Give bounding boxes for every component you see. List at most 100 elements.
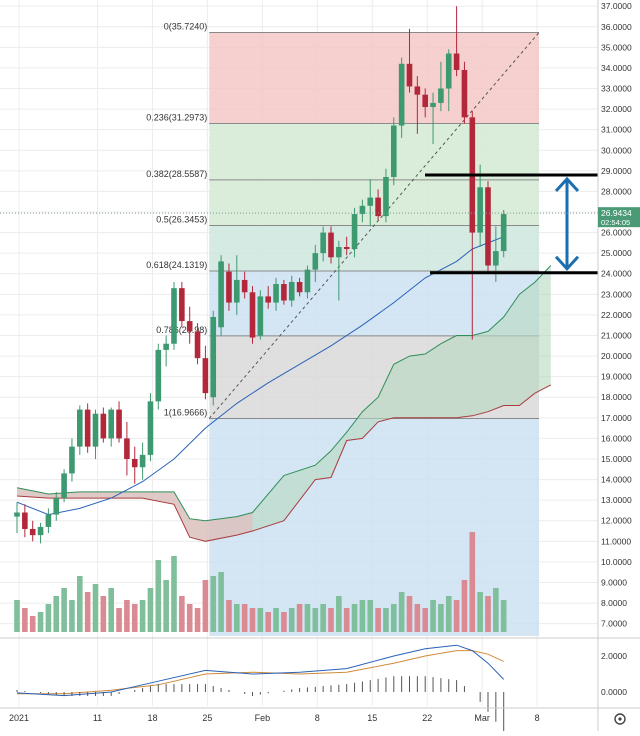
candle-body [343,246,350,250]
macd-tick-label: 2.0000 [601,651,627,661]
volume-bar [320,604,326,632]
volume-bar [336,596,342,632]
time-tick-label: 8 [315,713,320,723]
candle [485,181,491,272]
volume-bar [202,580,209,632]
candle [155,343,162,410]
price-tick-label: 10.0000 [601,557,632,567]
price-tick-label: 25.0000 [601,248,632,258]
price-tick-label: 34.0000 [601,63,632,73]
volume-bar [257,608,264,632]
candle [422,88,428,118]
ichimoku-cloud-bearish [17,487,253,542]
volume-bar [383,608,389,632]
candle [477,164,483,247]
volume-bar [391,604,397,632]
candle-body [241,279,248,293]
candle-body [163,343,169,350]
volume-bar [241,604,248,632]
candle [69,438,75,482]
price-tick-label: 7.0000 [601,619,627,629]
price-tick-label: 32.0000 [601,104,632,114]
candle [179,281,185,328]
volume-bar [69,600,75,632]
gear-icon-ring [614,713,626,725]
candle [194,323,201,365]
candle-body [202,358,209,394]
price-axis-background [598,0,640,731]
candle [367,179,374,227]
volume-bar [485,596,491,632]
candle-body [375,197,381,217]
candle-body [367,197,374,206]
candle-body [485,187,491,266]
candle-body [100,413,107,439]
price-tick-label: 11.0000 [601,536,631,546]
volume-bar [61,588,67,632]
fib-level-label: 0.382(28.5587) [146,169,207,179]
volume-bar [343,608,350,632]
price-tick-label: 37.0000 [601,1,632,11]
candle [241,271,248,299]
volume-bar [37,612,44,632]
candle-body [218,261,224,328]
candle [202,345,209,400]
candle-body [477,187,483,233]
time-tick-label: 15 [367,713,377,723]
volume-bar [430,600,436,632]
candle [265,286,271,309]
volume-bar [100,596,107,632]
candle-body [155,349,162,402]
candle [108,407,114,447]
candle [163,335,169,367]
ichimoku-span-b [16,384,552,542]
candle-body [500,214,507,252]
candle [257,290,264,340]
candle-body [453,53,460,70]
macd-line [16,644,505,697]
candle [320,226,326,262]
candle-body [179,288,185,322]
candle [328,226,334,264]
candle [383,168,389,223]
candle-body [45,514,52,527]
candle-body [328,232,334,258]
candle [210,310,217,406]
time-tick-label: 22 [422,713,432,723]
candle [430,92,436,145]
candle-body [273,284,279,303]
candle-body [265,296,271,303]
candle-body [92,413,99,447]
fib-level-label: 0.5(26.3453) [156,214,207,224]
gear-icon[interactable] [614,713,626,725]
candle-body [131,458,138,468]
candle [461,61,468,124]
candle-body [296,281,303,293]
candle-body [210,316,217,398]
range-arrow-head-up [554,176,580,192]
volume-bar [179,596,185,632]
volume-bar [438,604,444,632]
price-tick-label: 33.0000 [601,84,632,94]
price-tick-label: 24.0000 [601,269,632,279]
volume-bar [273,608,279,632]
candle [343,236,350,256]
volume-bar [281,612,287,632]
fib-zone [209,225,540,272]
fib-zone [209,123,540,180]
volume-bar [53,596,60,632]
candle-body [14,512,20,517]
candle [84,403,91,453]
candle-body [312,253,319,270]
candle-body [61,473,67,499]
candle [92,409,99,459]
candle [139,442,146,480]
candle [445,49,452,112]
candle [414,76,421,134]
candle-body [147,401,154,455]
volume-bar [194,608,201,632]
volume-bar [163,580,169,632]
candle-body [139,454,146,468]
